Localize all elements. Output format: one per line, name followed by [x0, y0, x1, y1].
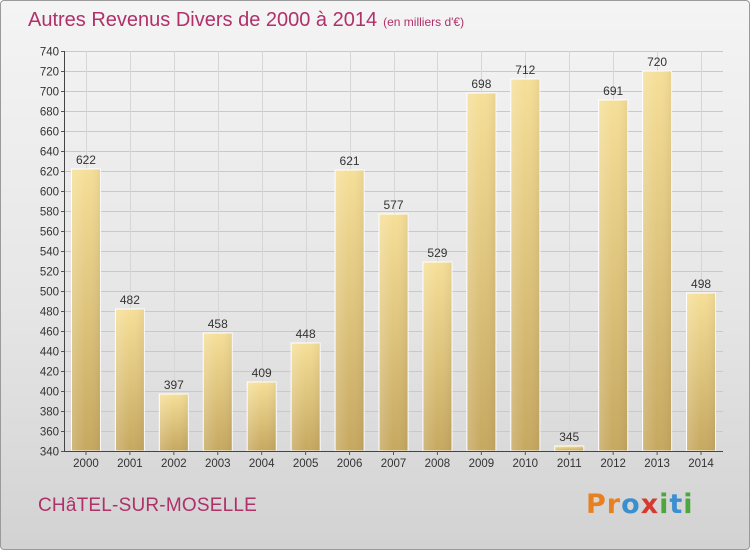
value-label: 691 [603, 84, 623, 98]
y-tick-label: 520 [40, 267, 59, 279]
x-tick-label: 2009 [469, 458, 495, 470]
bar-shine [686, 293, 716, 451]
proxiti-logo: Proxiti [586, 489, 694, 520]
x-tick-label: 2008 [425, 458, 451, 470]
value-label: 448 [296, 327, 316, 341]
x-tick-label: 2013 [644, 458, 670, 470]
logo-letter: i [683, 489, 694, 520]
bar-shine [422, 262, 452, 451]
chart-title: Autres Revenus Divers de 2000 à 2014 (en … [28, 9, 464, 32]
y-tick-label: 740 [40, 47, 59, 59]
x-tick-label: 2012 [600, 458, 626, 470]
x-tick-label: 2005 [293, 458, 319, 470]
x-tick-label: 2002 [161, 458, 187, 470]
title-unit: (en milliers d'€) [383, 15, 465, 29]
bar-shine [335, 170, 365, 451]
logo-letter: x [640, 489, 660, 520]
y-tick-label: 640 [40, 147, 59, 159]
y-tick-label: 340 [40, 447, 59, 459]
x-tick-label: 2014 [688, 458, 714, 470]
y-tick-label: 400 [40, 387, 59, 399]
y-tick-label: 660 [40, 127, 59, 139]
bar-shine [379, 214, 408, 451]
bar-shine [71, 169, 101, 451]
value-label: 622 [76, 153, 96, 167]
y-tick-label: 500 [40, 287, 59, 299]
y-tick-label: 680 [40, 107, 59, 119]
bar-shine [159, 394, 189, 451]
x-tick-label: 2010 [513, 458, 539, 470]
bar-shine [115, 309, 145, 451]
value-label: 621 [340, 154, 360, 168]
y-tick-label: 420 [40, 367, 59, 379]
y-tick-label: 460 [40, 327, 59, 339]
x-tick-label: 2007 [381, 458, 407, 470]
y-tick-label: 440 [40, 347, 59, 359]
x-tick-label: 2003 [205, 458, 231, 470]
y-tick-label: 560 [40, 227, 59, 239]
value-label: 498 [691, 277, 711, 291]
bars [70, 70, 717, 452]
y-tick-label: 700 [40, 87, 59, 99]
value-labels: 622 482 397 458 409 448 621 577 529 698 712 345 691 7… [76, 55, 711, 444]
x-tick-label: 2001 [117, 458, 143, 470]
x-tick-label: 2000 [73, 458, 99, 470]
bar-shine [554, 446, 584, 451]
bar-shine [642, 71, 672, 451]
bar-shine [291, 343, 321, 451]
logo-letter: r [606, 489, 622, 520]
bar-shine [247, 382, 277, 451]
y-tick-label: 620 [40, 167, 59, 179]
value-label: 720 [647, 55, 667, 69]
y-tick-label: 720 [40, 67, 59, 79]
value-label: 698 [471, 77, 491, 91]
value-label: 345 [559, 430, 579, 444]
title-text: Autres Revenus Divers de 2000 à 2014 [28, 9, 378, 31]
y-tick-label: 480 [40, 307, 59, 319]
value-label: 397 [164, 378, 184, 392]
x-tick-label: 2011 [557, 458, 582, 470]
axes: 340 360 380 400 420 440 460 480 500 520 540 560 580 6… [40, 47, 723, 470]
y-tick-label: 540 [40, 247, 59, 259]
y-tick-label: 600 [40, 187, 59, 199]
logo-letter: i [659, 489, 670, 520]
bar-shine [466, 93, 496, 451]
y-tick-label: 580 [40, 207, 59, 219]
value-label: 458 [208, 317, 228, 331]
logo-letter: P [586, 489, 607, 520]
logo-letter: t [669, 489, 684, 520]
logo-letter: o [621, 489, 641, 520]
y-tick-label: 380 [40, 407, 59, 419]
bar-shine [598, 100, 628, 451]
y-tick-label: 360 [40, 427, 59, 439]
location-label: CHâTEL-SUR-MOSELLE [38, 495, 257, 516]
value-label: 712 [515, 63, 535, 77]
bar-shine [203, 333, 233, 451]
value-label: 529 [427, 246, 447, 260]
x-tick-label: 2006 [337, 458, 363, 470]
value-label: 577 [383, 198, 403, 212]
value-label: 482 [120, 293, 140, 307]
value-label: 409 [252, 366, 272, 380]
x-tick-label: 2004 [249, 458, 275, 470]
bar-shine [510, 79, 540, 451]
